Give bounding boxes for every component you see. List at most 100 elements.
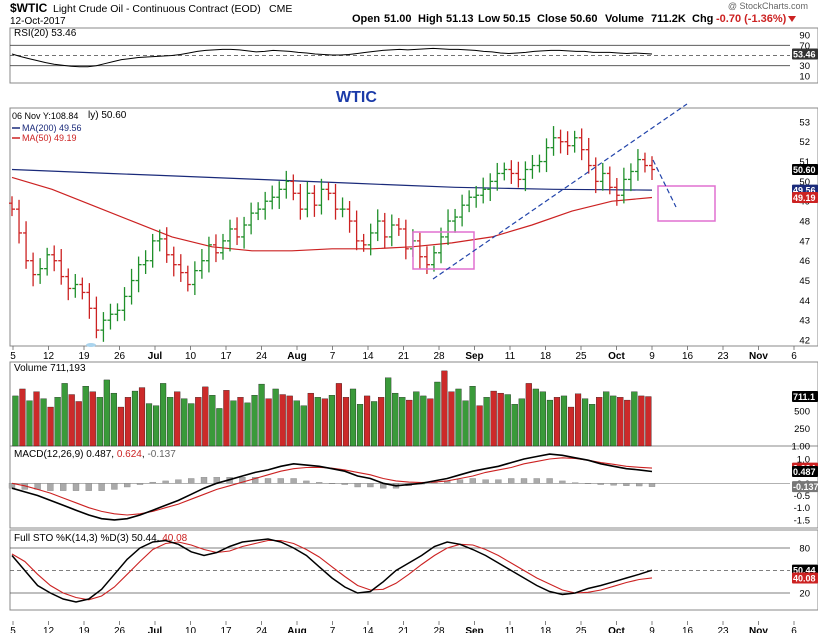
volume-bar [160, 383, 167, 447]
volume-bar [596, 397, 603, 447]
ohlc-bar [620, 167, 627, 204]
macd-histogram-bar [610, 483, 617, 486]
ohlc-bar [592, 157, 599, 194]
ohlc-bar [177, 254, 184, 282]
macd-histogram-bar [316, 482, 323, 484]
ohlc-bar [494, 162, 501, 191]
volume-bar [174, 391, 181, 447]
ohlc-bar [290, 174, 297, 201]
rsi-line [11, 47, 653, 68]
ohlc-bar [487, 173, 494, 202]
ohlc-bar [416, 232, 423, 269]
chg-value: -0.70 (-1.36%) [716, 13, 787, 25]
ohlc-bar [9, 196, 15, 217]
volume-bar [560, 395, 568, 447]
volume-bar [356, 404, 364, 447]
axis-layer: 907050301053.465352515049484746454443425… [10, 31, 818, 637]
rsi-axis-tick-1: 70 [799, 41, 810, 52]
macd-histogram-bar [636, 483, 643, 487]
macd-axis-tick-4: -1.0 [794, 503, 810, 514]
ohlc-bar [445, 209, 452, 246]
x-tick-label: 11 [505, 626, 516, 633]
x-tick-label: 10 [185, 626, 197, 633]
ohlc-bar [262, 191, 269, 220]
macd-histogram-bar [495, 479, 502, 484]
ma50-legend: MA(50) 49.19 [22, 133, 77, 143]
volume-bar [378, 397, 385, 447]
ohlc-bar [65, 268, 72, 301]
rsi-label: RSI(20) 53.46 [14, 28, 77, 39]
volume-bar [434, 381, 441, 447]
macd-axis-tick-3: -0.5 [794, 491, 810, 502]
volume-bar [638, 395, 645, 447]
chg-label: Chg [692, 13, 713, 25]
ohlc-bar [51, 245, 58, 272]
macd-histogram-bar [85, 483, 92, 491]
volume-bar [406, 399, 413, 447]
x-tick-label: 5 [10, 351, 16, 362]
volume-bar [448, 391, 455, 447]
x-tick-label: 24 [256, 626, 268, 633]
ohlc-bar [536, 154, 543, 173]
x-tick-label: Aug [287, 351, 306, 362]
volume-bar [462, 400, 469, 447]
volume-bar [82, 386, 89, 447]
price-axis-tick-6: 47 [799, 236, 810, 247]
ohlc-bar [44, 247, 51, 276]
ohlc-bar [388, 214, 395, 247]
close-value: 50.60 [570, 13, 598, 25]
x-tick-label: 7 [330, 626, 336, 633]
price-axis-tick-8: 45 [799, 276, 810, 287]
volume-bar [511, 404, 518, 447]
sto-label: Full STO %K(14,3) %D(3) 50.44, 40.08 [14, 533, 188, 544]
volume-bar [145, 403, 153, 447]
price-legend-tail: ly) 50.60 [88, 110, 127, 121]
ohlc-bar [374, 209, 381, 242]
ohlc-bar [149, 233, 156, 268]
x-tick-label: 10 [185, 351, 197, 362]
ohlc-bar [459, 194, 466, 227]
ohlc-bar [332, 183, 339, 220]
macd-histogram-bar [149, 481, 156, 484]
ohlc-bar [641, 152, 648, 173]
ma200-line [11, 168, 653, 191]
macd-line [11, 453, 653, 521]
macd-axis-tick-5: -1.5 [794, 515, 810, 526]
watermark: @ StockCharts.com [728, 1, 808, 11]
volume-bar [33, 391, 40, 447]
volume-axis-tick-2: 500 [794, 407, 810, 418]
x-tick-label: 7 [330, 351, 336, 362]
price-axis-tick-1: 52 [799, 137, 810, 148]
price-chart-title: WTIC [336, 89, 377, 106]
volume-bar [131, 390, 139, 447]
price-axis-tick-11: 42 [799, 336, 810, 347]
volume-bar [574, 393, 582, 447]
volume-bar [237, 397, 244, 447]
ohlc-bar [58, 249, 65, 285]
macd-histogram-bar [252, 477, 259, 484]
ohlc-bar [627, 163, 634, 192]
x-tick-label: Aug [287, 626, 306, 633]
volume-bar [279, 394, 286, 447]
macd-histogram-bar [303, 480, 310, 484]
volume-bar [68, 394, 75, 447]
price-axis-tick-2: 51 [799, 157, 810, 168]
sto-panel-frame [9, 529, 818, 611]
volume-bar [167, 397, 174, 447]
ohlc-bar [93, 296, 100, 339]
ma50-line [11, 176, 653, 252]
ohlc-bar [283, 170, 290, 199]
volume-bar [188, 403, 195, 447]
open-label: Open [352, 13, 380, 25]
macd-histogram-bar [124, 483, 131, 488]
ohlc-bar [16, 199, 23, 244]
ohlc-bar [205, 236, 212, 273]
macd-histogram-bar [354, 483, 361, 488]
x-tick-label: 14 [362, 626, 374, 633]
macd-histogram-bar [290, 478, 297, 484]
macd-histogram-bar [469, 478, 476, 484]
volume-bar [441, 370, 448, 447]
ohlc-bar [501, 162, 508, 181]
macd-histogram-bar [188, 478, 195, 484]
